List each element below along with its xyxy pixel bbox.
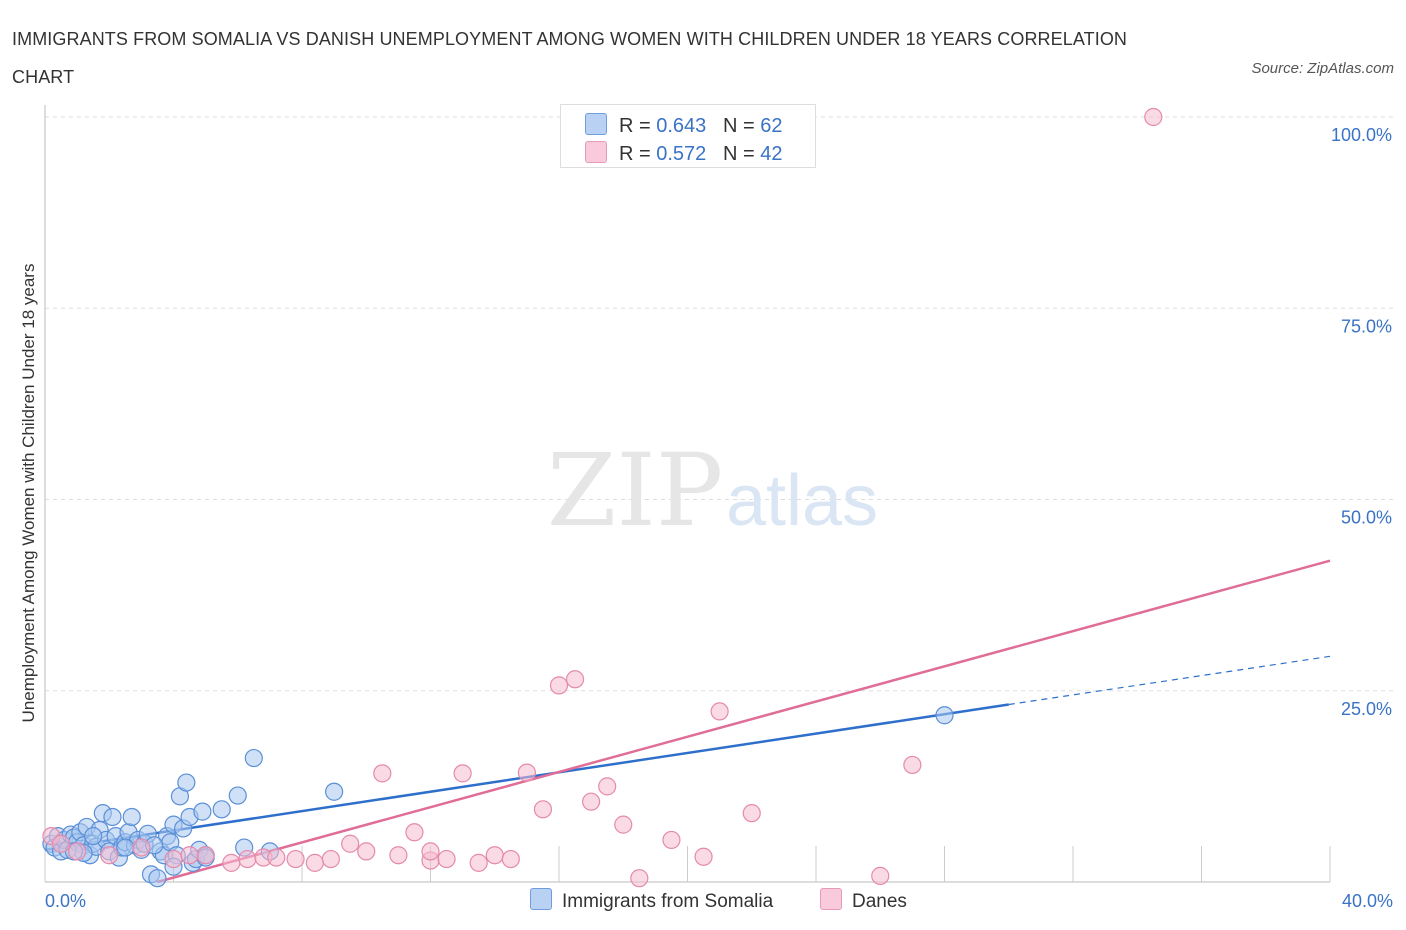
- somalia-point: [177, 773, 196, 792]
- legend-swatch-danes: [585, 141, 607, 163]
- danes-point: [286, 849, 305, 869]
- bottom-legend-somalia: Immigrants from Somalia: [530, 888, 773, 913]
- danes-point: [267, 848, 286, 867]
- legend-row-danes: R = 0.572 N = 42: [585, 141, 782, 165]
- y-tick-label: 25.0%: [1341, 699, 1392, 719]
- bottom-legend-label-danes: Danes: [852, 891, 907, 912]
- watermark-atlas: atlas: [726, 461, 878, 541]
- danes-point: [100, 846, 119, 865]
- danes-point: [485, 846, 504, 865]
- danes-point: [453, 764, 472, 783]
- danes-point: [68, 842, 87, 861]
- legend-r-somalia: 0.643: [656, 115, 707, 137]
- somalia-point: [84, 826, 103, 846]
- legend-n-somalia: 62: [760, 115, 783, 137]
- bottom-legend-label-somalia: Immigrants from Somalia: [562, 891, 774, 912]
- somalia-point: [148, 869, 167, 888]
- danes-point: [437, 849, 456, 869]
- tick-labels: 25.0% 50.0% 75.0% 100.0% 0.0% 40.0%: [45, 125, 1393, 911]
- somalia-trend-extension: [1008, 655, 1331, 706]
- danes-point: [389, 846, 408, 865]
- somalia-point: [122, 807, 141, 827]
- watermark-zip: ZIP: [547, 432, 723, 549]
- danes-point: [662, 830, 681, 850]
- danes-point: [517, 763, 536, 782]
- danes-point: [710, 702, 729, 721]
- somalia-point: [116, 838, 135, 857]
- danes-point: [501, 849, 520, 869]
- danes-point: [1144, 107, 1163, 127]
- danes-trend-line: [157, 559, 1331, 884]
- danes-point: [132, 838, 151, 857]
- danes-point: [341, 834, 360, 853]
- danes-point: [469, 853, 488, 872]
- bottom-legend-swatch-somalia: [530, 888, 552, 910]
- danes-point: [582, 792, 601, 811]
- danes-point: [565, 670, 585, 689]
- somalia-point: [325, 782, 344, 801]
- y-axis-label: Unemployment Among Women with Children U…: [19, 264, 38, 723]
- danes-point: [871, 866, 890, 885]
- danes-point: [321, 849, 341, 869]
- legend-r-label: R =: [619, 143, 651, 165]
- danes-point: [405, 823, 424, 842]
- somalia-point: [935, 706, 954, 725]
- danes-point: [222, 853, 241, 872]
- x-tick-label: 0.0%: [45, 891, 86, 911]
- grid-lines: [45, 116, 1395, 692]
- x-tick-label: 40.0%: [1342, 891, 1393, 911]
- correlation-legend: R = 0.643 N = 62 R = 0.572 N = 42: [560, 104, 816, 168]
- danes-point: [238, 849, 257, 869]
- danes-point: [421, 842, 440, 861]
- y-tick-label: 100.0%: [1331, 125, 1392, 145]
- y-tick-label: 50.0%: [1341, 508, 1392, 528]
- somalia-point: [244, 748, 263, 768]
- legend-n-danes: 42: [760, 143, 783, 165]
- danes-point: [694, 847, 713, 866]
- data-points: [42, 107, 1163, 888]
- somalia-point: [212, 800, 231, 819]
- danes-point: [903, 755, 922, 775]
- danes-point: [630, 869, 649, 888]
- danes-point: [357, 842, 376, 861]
- danes-point: [373, 764, 392, 783]
- danes-point: [164, 849, 183, 869]
- somalia-point: [193, 802, 212, 821]
- source-label: Source: ZipAtlas.com: [1251, 60, 1394, 77]
- legend-row-somalia: R = 0.643 N = 62: [585, 113, 782, 137]
- legend-n-label: N =: [722, 143, 755, 165]
- trend-lines: [44, 559, 1331, 884]
- bottom-legend-danes: Danes: [820, 888, 907, 913]
- danes-point: [533, 800, 553, 819]
- somalia-point: [103, 807, 122, 827]
- danes-point: [196, 846, 215, 865]
- y-tick-label: 75.0%: [1341, 316, 1392, 336]
- chart-title: IMMIGRANTS FROM SOMALIA VS DANISH UNEMPL…: [12, 29, 1128, 87]
- legend-swatch-somalia: [585, 113, 607, 135]
- danes-point: [598, 777, 617, 796]
- legend-r-label: R =: [619, 115, 651, 137]
- danes-point: [51, 834, 71, 853]
- somalia-point: [228, 786, 247, 805]
- danes-point: [614, 815, 633, 834]
- watermark: ZIP atlas: [547, 432, 878, 549]
- danes-point: [305, 853, 324, 872]
- legend-r-danes: 0.572: [656, 143, 707, 165]
- danes-point: [180, 846, 199, 865]
- danes-point: [742, 804, 761, 823]
- legend-n-label: N =: [722, 115, 755, 137]
- bottom-legend-swatch-danes: [820, 888, 842, 910]
- danes-point: [549, 676, 569, 695]
